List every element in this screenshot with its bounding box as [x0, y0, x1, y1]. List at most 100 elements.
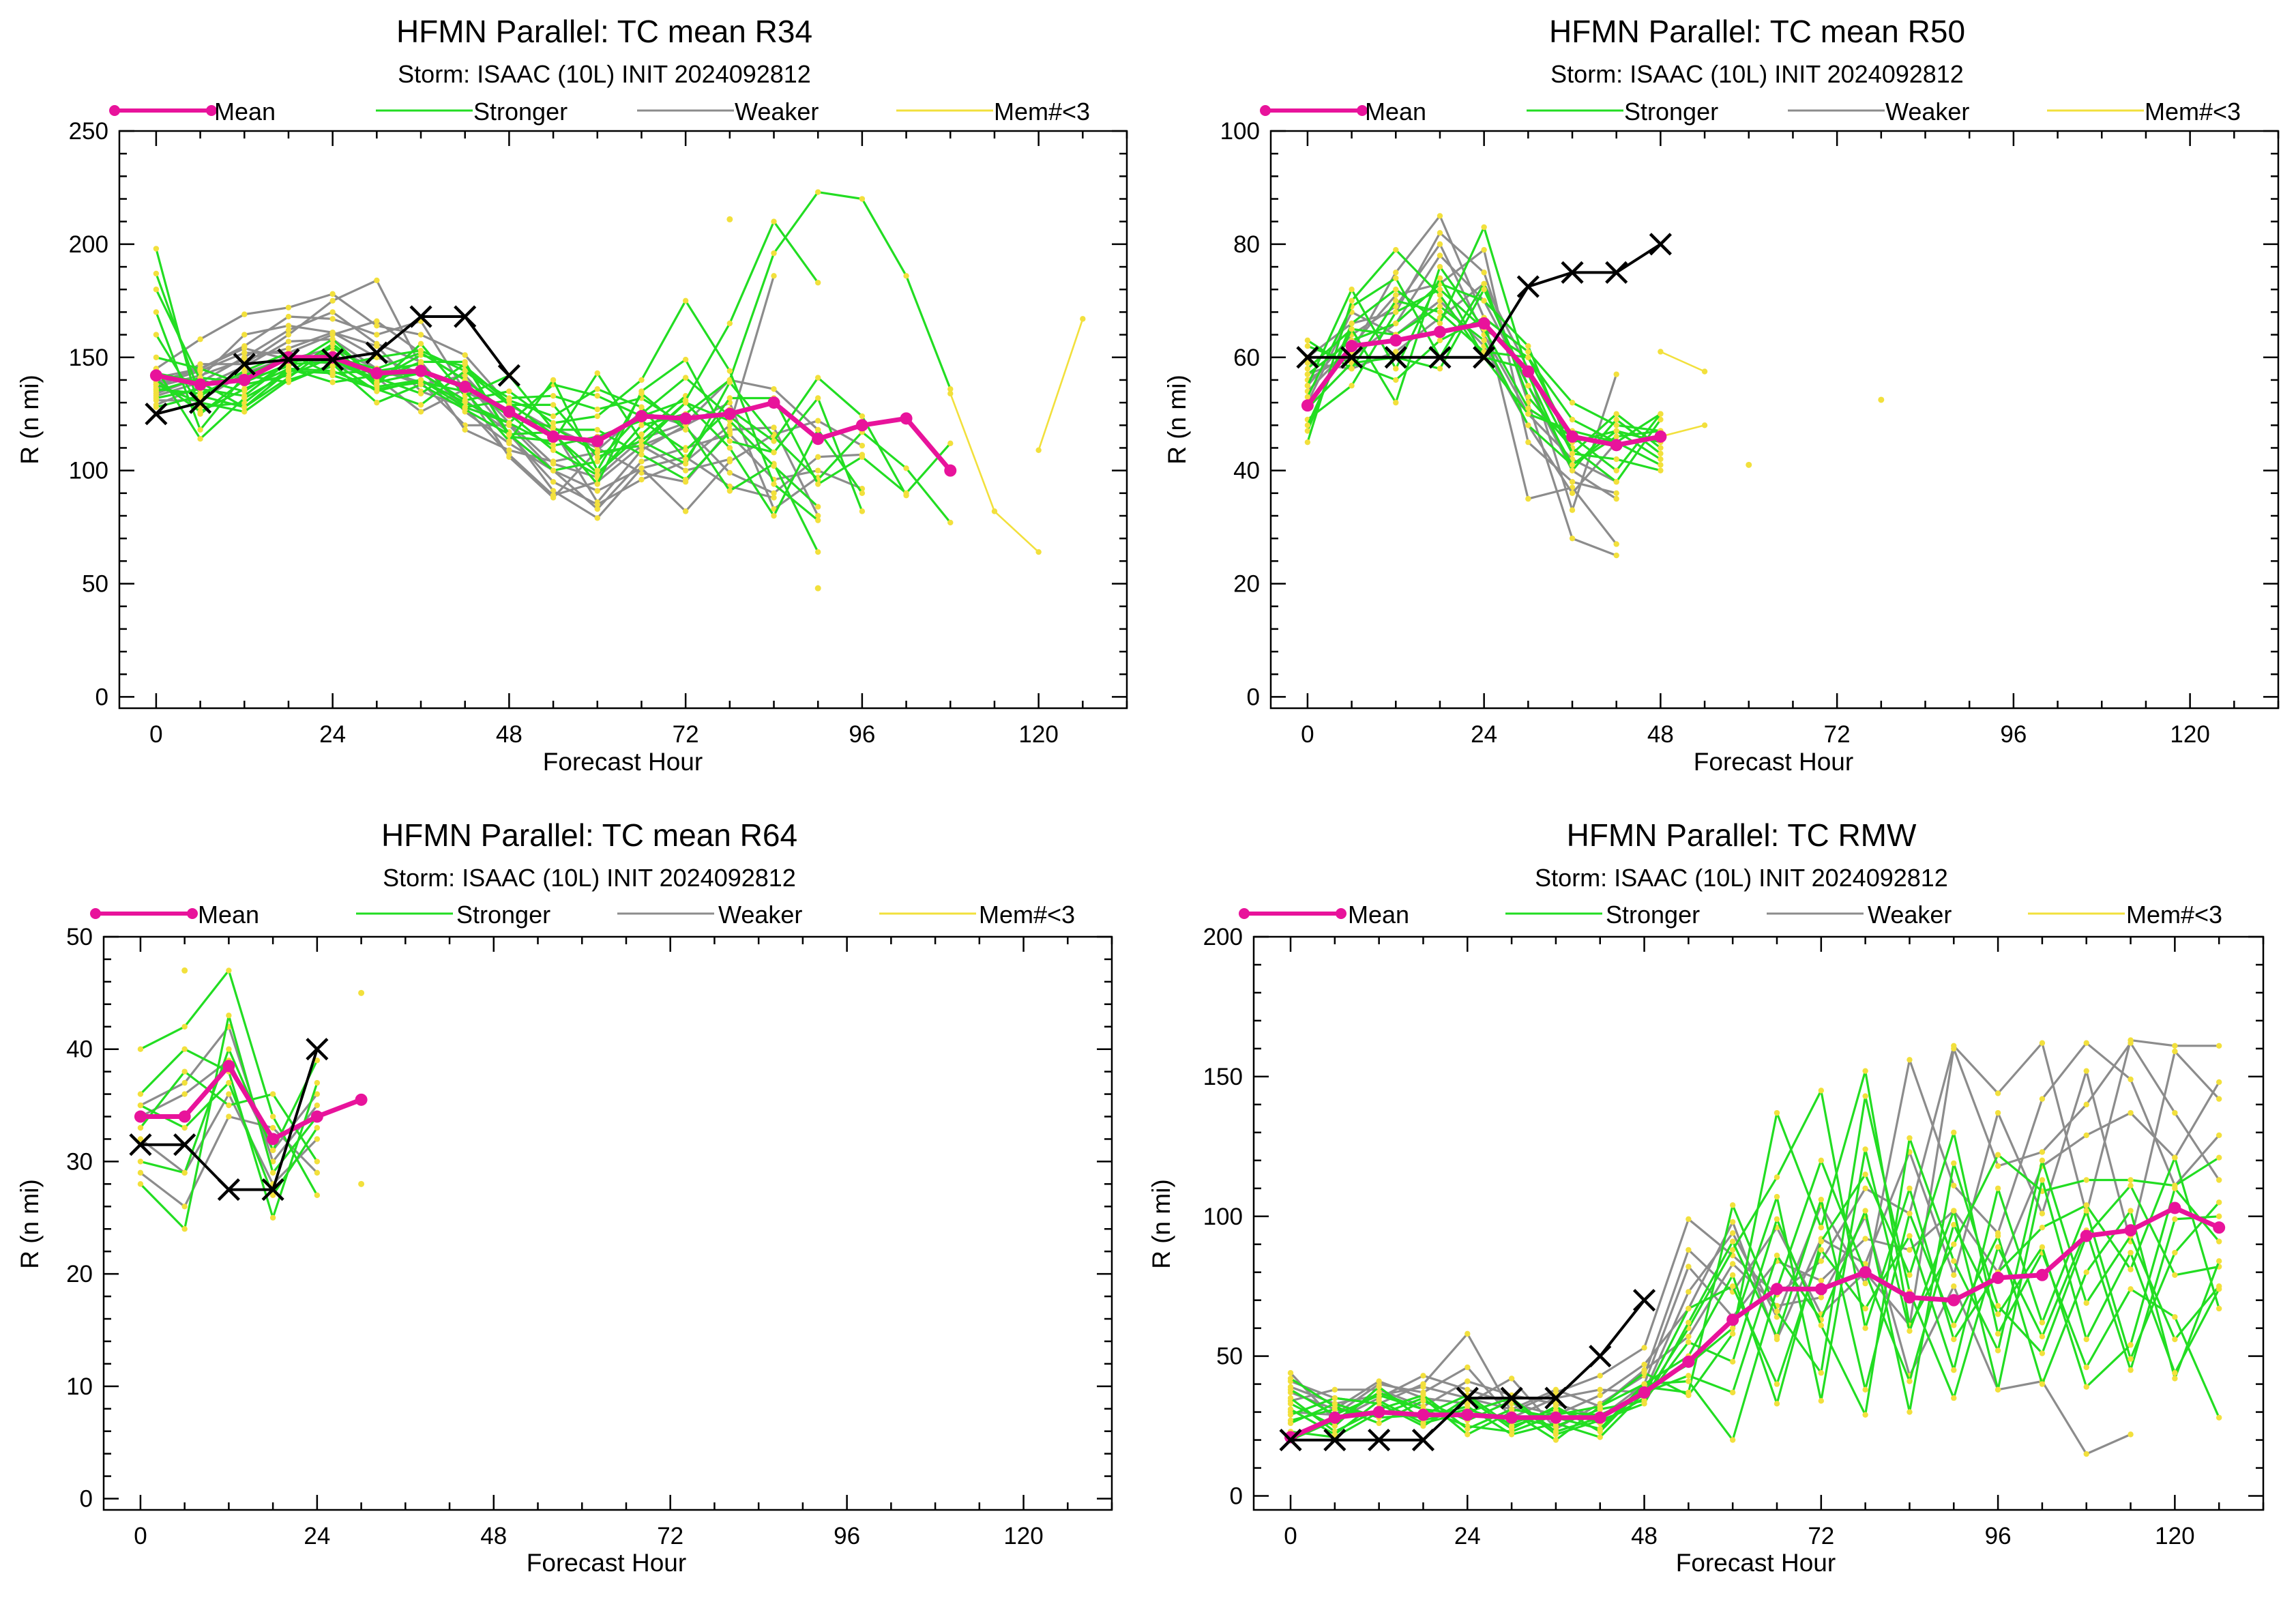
- member-point: [417, 340, 424, 347]
- legend-weaker-label: Weaker: [735, 98, 819, 126]
- member-point: [269, 1159, 276, 1165]
- member-point: [1658, 462, 1664, 468]
- panel-r50: HFMN Parallel: TC mean R50 Storm: ISAAC …: [1163, 14, 2280, 776]
- mean-point: [267, 1133, 280, 1146]
- member-point: [462, 404, 468, 410]
- member-point: [1393, 399, 1399, 406]
- member-point: [1552, 1429, 1559, 1435]
- y-axis-label: R (n mi): [16, 1179, 44, 1269]
- member-point: [181, 1046, 188, 1052]
- member-point: [682, 467, 689, 474]
- member-point: [638, 442, 645, 449]
- member-point: [2216, 1286, 2222, 1292]
- y-tick-label: 100: [1203, 1204, 1243, 1230]
- reference-marker: [1384, 346, 1407, 369]
- member-point: [1437, 263, 1443, 270]
- member-point: [153, 381, 160, 388]
- member-point: [2083, 1336, 2089, 1343]
- mean-point: [1654, 430, 1667, 443]
- legend-mean-marker: [206, 105, 217, 116]
- legend-few-members-label: Mem#<3: [994, 98, 1090, 126]
- member-point: [1951, 1208, 1957, 1214]
- member-point: [329, 291, 336, 297]
- member-point: [1995, 1152, 2001, 1158]
- member-point: [594, 472, 600, 478]
- member-point: [269, 1113, 276, 1120]
- member-point: [1525, 422, 1531, 428]
- member-point: [181, 967, 188, 974]
- member-point: [859, 413, 866, 420]
- member-point: [1552, 1437, 1559, 1443]
- member-point: [285, 377, 292, 383]
- member-point: [417, 409, 424, 415]
- member-point: [241, 332, 248, 338]
- member-point: [2039, 1333, 2046, 1340]
- member-point: [1729, 1202, 1736, 1208]
- mean-point: [149, 369, 162, 382]
- member-point: [1729, 1330, 1736, 1337]
- member-point: [771, 512, 777, 519]
- member-point: [1304, 371, 1311, 377]
- member-point: [506, 397, 512, 403]
- member-point: [285, 338, 292, 345]
- member-point: [153, 270, 160, 277]
- member-point: [329, 316, 336, 322]
- member-point: [2172, 1154, 2178, 1161]
- member-point: [1287, 1395, 1294, 1401]
- member-point: [1862, 1146, 1868, 1152]
- member-point: [594, 506, 600, 512]
- legend-mean-label: Mean: [198, 901, 259, 929]
- member-point: [1686, 1339, 1692, 1345]
- x-tick-label: 72: [673, 721, 699, 748]
- member-point: [197, 426, 203, 433]
- member-point: [1393, 270, 1399, 276]
- reference-marker: [1605, 261, 1628, 284]
- member-point: [1862, 1261, 1868, 1267]
- member-point: [2172, 1370, 2178, 1376]
- member-point: [2083, 1132, 2089, 1139]
- member-point: [1818, 1258, 1825, 1264]
- legend: Mean Stronger Weaker Mem#<3: [1239, 901, 2222, 929]
- member-point: [771, 250, 777, 257]
- y-axis-label: R (n mi): [1147, 1179, 1175, 1269]
- member-point: [1331, 1423, 1338, 1429]
- plot-content: [134, 967, 368, 1232]
- member-point: [1376, 1384, 1382, 1390]
- member-point: [285, 304, 292, 310]
- mean-point: [1859, 1266, 1872, 1279]
- plot-content: [149, 189, 1086, 592]
- mean-line: [140, 1063, 362, 1141]
- member-point: [2172, 1249, 2178, 1256]
- member-point: [1304, 422, 1311, 428]
- member-point: [1951, 1283, 1957, 1290]
- mean-point: [134, 1110, 147, 1123]
- member-point: [137, 1169, 144, 1176]
- member-point: [329, 309, 336, 315]
- member-point: [1862, 1093, 1868, 1099]
- reference-marker: [1323, 1428, 1346, 1452]
- member-point: [374, 277, 380, 284]
- legend-few-members-label: Mem#<3: [979, 901, 1075, 929]
- member-point: [1951, 1322, 1957, 1328]
- member-point: [1613, 495, 1619, 502]
- member-point: [1951, 1258, 1957, 1264]
- reference-marker: [1340, 346, 1364, 369]
- member-point: [682, 508, 689, 514]
- few-members-line: [950, 393, 1040, 553]
- member-point: [814, 549, 821, 555]
- member-point: [1420, 1384, 1426, 1390]
- member-point: [1729, 1238, 1736, 1244]
- y-tick-label: 50: [66, 924, 93, 950]
- mean-point: [2080, 1229, 2093, 1242]
- chart-subtitle: Storm: ISAAC (10L) INIT 2024092812: [383, 864, 796, 892]
- member-point: [1569, 479, 1576, 485]
- member-point: [2216, 1177, 2222, 1183]
- member-point: [1508, 1406, 1515, 1412]
- member-point: [1686, 1216, 1692, 1223]
- mean-point: [1433, 325, 1446, 338]
- member-point: [1376, 1389, 1382, 1396]
- member-point: [1437, 241, 1443, 248]
- member-point: [329, 330, 336, 336]
- reference-marker: [1561, 261, 1584, 284]
- member-point: [859, 196, 866, 202]
